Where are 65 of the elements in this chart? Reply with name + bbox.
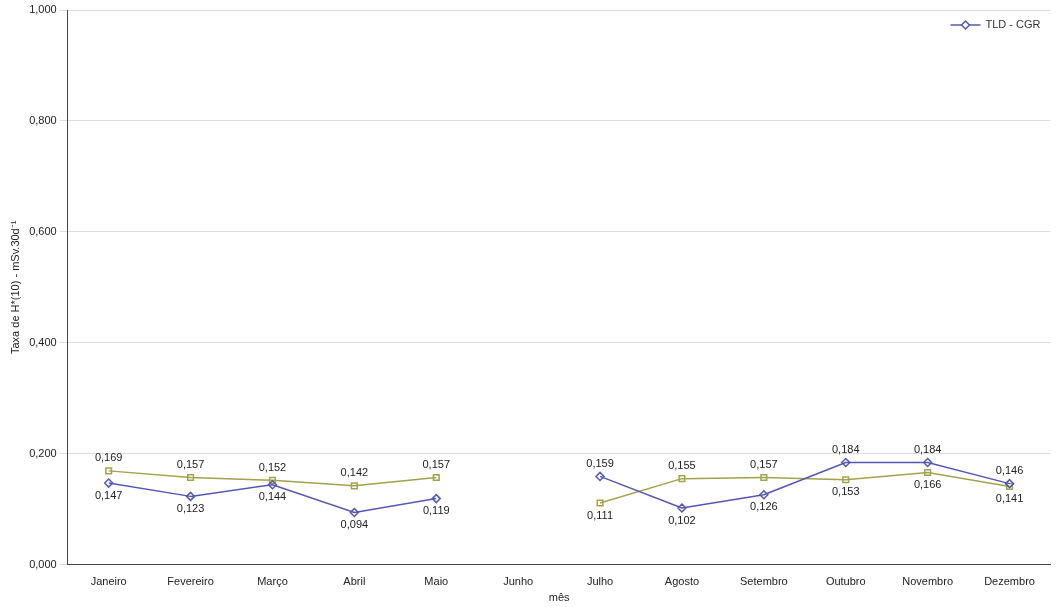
- point: [350, 482, 358, 490]
- x-tick-label: Novembro: [902, 575, 954, 588]
- point: [105, 467, 113, 475]
- data-label: 0,142: [340, 466, 369, 479]
- data-label: 0,102: [668, 513, 696, 526]
- point: [432, 473, 440, 482]
- point: [349, 507, 360, 518]
- y-tick-label: 1,000: [29, 3, 57, 16]
- x-tick-label: Maio: [424, 575, 449, 588]
- data-label: 0,119: [422, 504, 450, 517]
- point: [924, 468, 932, 477]
- x-tick-label: Setembro: [740, 575, 788, 588]
- data-label: 0,184: [913, 443, 942, 456]
- x-tick-label: Dezembro: [984, 575, 1035, 588]
- data-label: 0,141: [995, 491, 1024, 504]
- x-tick-label: Outubro: [825, 575, 866, 588]
- y-tick-label: 0,000: [29, 557, 57, 570]
- x-tick-label: Janeiro: [90, 575, 127, 588]
- y-tick-label: 0,200: [29, 446, 57, 459]
- data-label: 0,169: [94, 451, 123, 464]
- y-axis-title: Taxa de H*(10) - mSv.30d⁻¹: [8, 220, 21, 354]
- data-label: 0,123: [176, 501, 205, 514]
- data-label: 0,166: [913, 478, 942, 491]
- legend-label: TLD - CGR: [985, 18, 1041, 31]
- point: [841, 457, 851, 468]
- data-label: 0,184: [831, 443, 860, 456]
- point: [922, 457, 933, 468]
- x-axis-title: mês: [548, 591, 570, 604]
- y-tick-label: 0,800: [29, 113, 57, 126]
- x-tick-label: Março: [257, 575, 288, 588]
- data-label: 0,157: [422, 458, 451, 471]
- x-tick-label: Fevereiro: [167, 575, 214, 588]
- y-tick-label: 0,600: [29, 224, 57, 237]
- data-label: 0,153: [831, 485, 860, 498]
- point: [677, 503, 687, 513]
- point: [842, 476, 850, 484]
- y-tick-label: 0,400: [29, 335, 57, 348]
- data-label: 0,126: [750, 500, 778, 513]
- data-label: 0,147: [94, 488, 123, 501]
- point: [678, 475, 686, 483]
- point: [187, 473, 195, 482]
- x-tick-label: Julho: [586, 575, 614, 588]
- data-label: 0,094: [340, 518, 369, 530]
- point: [759, 489, 769, 500]
- data-label: 0,159: [586, 456, 614, 469]
- point: [1004, 478, 1015, 489]
- data-label: 0,111: [587, 508, 614, 521]
- point: [1005, 482, 1014, 490]
- point: [431, 493, 442, 504]
- point: [267, 479, 278, 490]
- data-label: 0,157: [750, 458, 778, 471]
- data-label: 0,152: [258, 460, 287, 473]
- data-label: 0,155: [668, 459, 696, 472]
- point: [268, 476, 277, 484]
- x-tick-label: Agosto: [664, 575, 700, 588]
- x-tick-label: Abril: [343, 575, 366, 588]
- data-label: 0,146: [995, 464, 1024, 477]
- data-label: 0,144: [258, 490, 287, 503]
- point: [760, 473, 768, 482]
- point: [103, 478, 114, 488]
- x-tick-label: Junho: [503, 575, 534, 588]
- data-label: 0,157: [176, 458, 205, 471]
- point: [596, 499, 604, 507]
- point: [595, 471, 605, 482]
- point: [185, 491, 196, 502]
